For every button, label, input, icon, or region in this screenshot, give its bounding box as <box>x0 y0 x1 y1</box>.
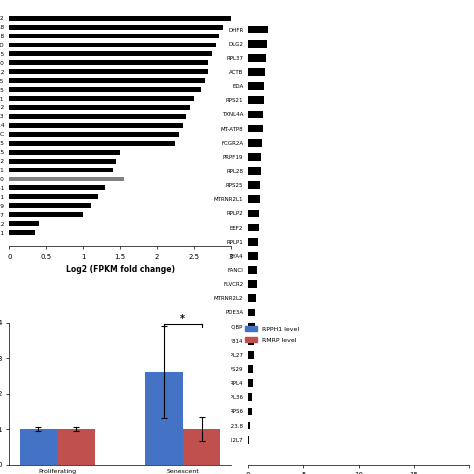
X-axis label: Log2 (FPKM fold change): Log2 (FPKM fold change) <box>65 265 174 274</box>
Bar <box>57 429 95 465</box>
Bar <box>248 195 260 203</box>
Bar <box>248 110 263 118</box>
Bar <box>9 43 216 47</box>
Bar <box>9 141 175 146</box>
Bar <box>248 266 257 274</box>
Bar <box>9 132 179 137</box>
Bar <box>9 159 116 164</box>
Bar <box>248 238 258 246</box>
Bar <box>248 224 259 231</box>
Bar <box>248 181 260 189</box>
Bar <box>9 87 201 92</box>
Bar <box>248 54 266 62</box>
Bar <box>248 96 264 104</box>
Bar <box>9 203 91 208</box>
Bar <box>9 105 190 110</box>
Text: *: * <box>180 314 185 324</box>
Bar <box>248 139 262 146</box>
Bar <box>9 150 120 155</box>
Bar <box>183 429 220 465</box>
Bar <box>19 429 57 465</box>
Bar <box>9 114 186 119</box>
Bar <box>248 210 259 217</box>
Bar <box>248 252 257 260</box>
Bar <box>248 337 254 345</box>
Bar <box>248 280 256 288</box>
Bar <box>248 393 252 401</box>
Bar <box>9 60 209 65</box>
Bar <box>145 372 183 465</box>
Bar <box>9 123 182 128</box>
Bar <box>248 68 265 76</box>
Bar <box>9 194 98 199</box>
Bar <box>248 167 261 175</box>
Bar <box>9 96 194 101</box>
Bar <box>248 153 262 161</box>
Bar <box>248 422 250 429</box>
Bar <box>9 185 105 191</box>
Bar <box>9 221 39 226</box>
Bar <box>9 16 230 20</box>
Bar <box>248 351 254 359</box>
Bar <box>248 26 268 34</box>
Bar <box>9 176 124 182</box>
Bar <box>9 69 209 74</box>
Bar <box>248 379 253 387</box>
Bar <box>9 230 35 235</box>
Bar <box>9 78 205 83</box>
Bar <box>248 125 263 132</box>
Bar <box>248 323 255 330</box>
Bar <box>248 309 255 316</box>
Legend: RPPH1 level, RMRP level: RPPH1 level, RMRP level <box>245 326 299 343</box>
Bar <box>248 436 249 444</box>
Bar <box>248 408 252 415</box>
Bar <box>248 40 267 47</box>
Bar <box>248 294 256 302</box>
Bar <box>9 34 219 38</box>
Bar <box>248 365 253 373</box>
Bar <box>9 25 223 29</box>
Bar <box>248 82 264 90</box>
Bar <box>9 168 113 173</box>
Bar <box>9 212 83 217</box>
Bar <box>9 52 212 56</box>
